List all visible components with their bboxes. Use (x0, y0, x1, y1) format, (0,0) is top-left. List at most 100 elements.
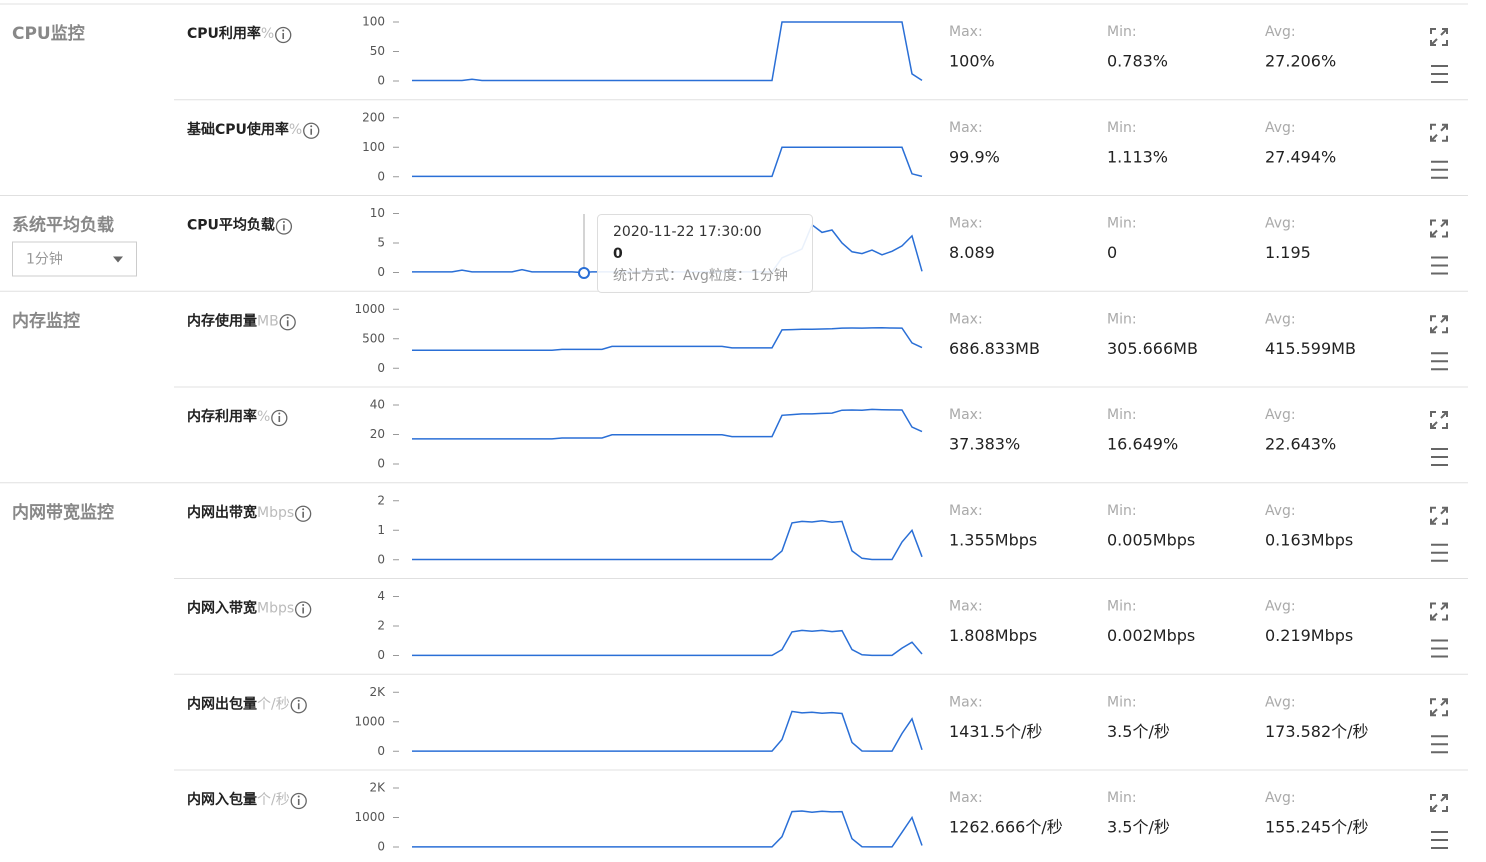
info-circle[interactable] (303, 122, 320, 139)
stat-value: 1.808Mbps (949, 626, 1037, 645)
select[interactable]: 1分钟 (12, 241, 137, 277)
stat-label: Max: (949, 216, 983, 232)
menu-icon[interactable] (1431, 352, 1448, 371)
stat-value: 173.582个/秒 (1265, 722, 1369, 741)
expand-icon[interactable] (1430, 506, 1448, 525)
stat-label: Avg: (1265, 407, 1296, 423)
info-circle[interactable] (290, 697, 307, 714)
stat-label: Max: (949, 503, 983, 519)
stat-label: Min: (1107, 694, 1137, 710)
expand-shape[interactable] (1430, 28, 1448, 46)
stat-label: Min: (1107, 216, 1137, 232)
info-circle[interactable] (271, 409, 288, 427)
tooltip-time: 2020-11-22 17:30:00 (613, 224, 762, 240)
stat-label: Max: (949, 790, 983, 806)
y-tick-label: 20 (370, 427, 385, 441)
metric-line (412, 710, 923, 752)
info-icon[interactable] (290, 697, 307, 714)
expand-icon[interactable] (1430, 28, 1448, 46)
tooltip-box (597, 214, 813, 293)
info-icon[interactable] (275, 26, 292, 44)
menu-icon[interactable] (1431, 448, 1448, 466)
info-dot[interactable] (310, 125, 313, 128)
stat-label: Max: (949, 120, 983, 136)
stat-value: 22.643% (1265, 435, 1336, 454)
metric-unit: % (289, 122, 302, 138)
stat-label: Max: (949, 599, 983, 615)
expand-icon[interactable] (1430, 411, 1448, 429)
y-tick-label: 0 (377, 74, 385, 88)
y-tick-label: 0 (377, 744, 385, 758)
info-icon[interactable] (295, 505, 312, 522)
info-icon[interactable] (271, 409, 288, 427)
select-value[interactable]: 1分钟 (26, 251, 63, 268)
y-tick-label: 100 (362, 15, 385, 29)
expand-shape[interactable] (1430, 602, 1448, 621)
group-title: 内存监控 (12, 310, 80, 331)
stat-value: 16.649% (1107, 435, 1178, 454)
info-icon[interactable] (290, 792, 307, 810)
menu-icon[interactable] (1431, 639, 1448, 658)
metric-name: 基础CPU使用率 (187, 121, 289, 138)
metric-line (412, 21, 923, 82)
y-tick-label: 1 (377, 523, 385, 537)
expand-shape[interactable] (1430, 123, 1448, 142)
expand-shape[interactable] (1430, 315, 1448, 334)
info-dot[interactable] (286, 316, 289, 319)
y-tick-label: 10 (370, 206, 385, 220)
info-icon[interactable] (279, 314, 296, 331)
expand-icon[interactable] (1430, 698, 1448, 717)
expand-icon[interactable] (1430, 602, 1448, 621)
info-icon[interactable] (303, 122, 320, 139)
stat-label: Max: (949, 311, 983, 327)
y-tick-label: 2K (369, 781, 386, 795)
info-dot[interactable] (302, 508, 305, 511)
expand-icon[interactable] (1430, 123, 1448, 142)
info-circle[interactable] (275, 26, 292, 44)
expand-shape[interactable] (1430, 219, 1448, 238)
expand-shape[interactable] (1430, 411, 1448, 429)
info-dot[interactable] (282, 221, 285, 223)
info-dot[interactable] (297, 699, 300, 702)
metric-unit: MB (257, 313, 279, 329)
expand-icon[interactable] (1430, 219, 1448, 238)
stat-value: 1.355Mbps (949, 530, 1037, 549)
y-tick-label: 5 (377, 236, 385, 250)
select-box[interactable] (12, 241, 137, 277)
expand-shape[interactable] (1430, 698, 1448, 717)
info-dot[interactable] (278, 412, 281, 415)
menu-icon[interactable] (1431, 256, 1448, 275)
menu-icon[interactable] (1431, 735, 1448, 754)
stat-label: Max: (949, 694, 983, 710)
metric-line (412, 146, 923, 178)
stat-label: Min: (1107, 503, 1137, 519)
info-circle[interactable] (295, 505, 312, 522)
expand-shape[interactable] (1430, 506, 1448, 525)
stat-label: Max: (949, 24, 983, 40)
y-tick-label: 100 (362, 140, 385, 154)
select-arrow[interactable] (113, 256, 123, 263)
info-dot[interactable] (282, 29, 285, 32)
menu-icon[interactable] (1431, 543, 1448, 562)
info-circle[interactable] (275, 218, 293, 235)
expand-shape[interactable] (1430, 794, 1448, 812)
tooltip-value: 0 (613, 246, 623, 262)
metric-name: 内存使用量 (187, 312, 257, 329)
metric-unit: % (261, 26, 274, 42)
info-icon[interactable] (295, 601, 312, 618)
menu-icon[interactable] (1431, 160, 1448, 179)
stat-value: 1262.666个/秒 (949, 818, 1063, 837)
expand-icon[interactable] (1430, 794, 1448, 812)
menu-icon[interactable] (1431, 831, 1448, 849)
info-circle[interactable] (290, 792, 307, 810)
expand-icon[interactable] (1430, 315, 1448, 334)
info-dot[interactable] (302, 604, 305, 606)
info-icon[interactable] (275, 218, 293, 235)
info-circle[interactable] (279, 314, 296, 331)
menu-icon[interactable] (1431, 65, 1448, 83)
stat-label: Avg: (1265, 120, 1296, 136)
info-circle[interactable] (295, 601, 312, 618)
info-dot[interactable] (297, 795, 300, 798)
y-tick-label: 2K (369, 685, 386, 699)
